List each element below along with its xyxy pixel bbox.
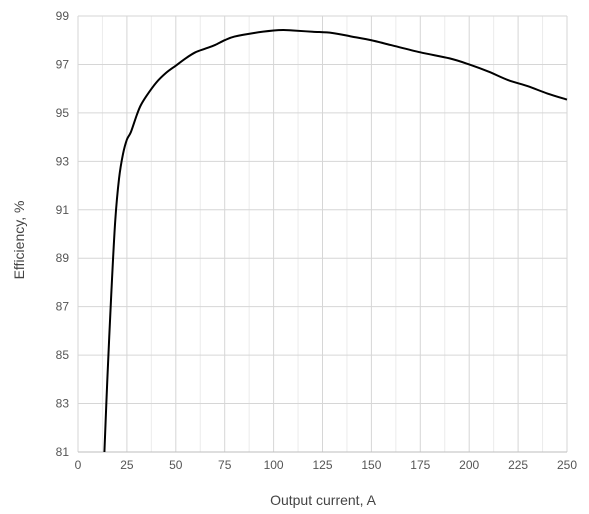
x-tick-label: 175 [410,458,430,472]
y-tick-label: 99 [56,9,70,23]
x-tick-label: 25 [120,458,134,472]
y-tick-label: 89 [56,251,70,265]
y-axis-ticks: 81 83 85 87 89 91 93 95 97 99 [56,9,70,459]
grid [77,15,568,453]
y-tick-label: 81 [56,445,70,459]
x-tick-label: 250 [557,458,577,472]
y-tick-label: 95 [56,106,70,120]
x-axis-ticks: 0 25 50 75 100 125 150 175 200 225 250 [75,458,578,472]
x-tick-label: 200 [459,458,479,472]
x-tick-label: 75 [218,458,232,472]
y-tick-label: 87 [56,300,70,314]
x-tick-label: 0 [75,458,82,472]
x-tick-label: 50 [169,458,183,472]
y-tick-label: 97 [56,57,70,71]
y-tick-label: 85 [56,348,70,362]
x-tick-label: 225 [508,458,528,472]
y-tick-label: 91 [56,203,70,217]
x-tick-label: 125 [312,458,332,472]
series-group [103,29,568,453]
x-tick-label: 150 [361,458,381,472]
series-line [103,29,568,453]
y-axis-title: Efficiency, % [11,201,27,280]
y-tick-label: 83 [56,397,70,411]
x-axis-title: Output current, A [270,492,376,508]
x-tick-label: 100 [264,458,284,472]
y-tick-label: 93 [56,154,70,168]
